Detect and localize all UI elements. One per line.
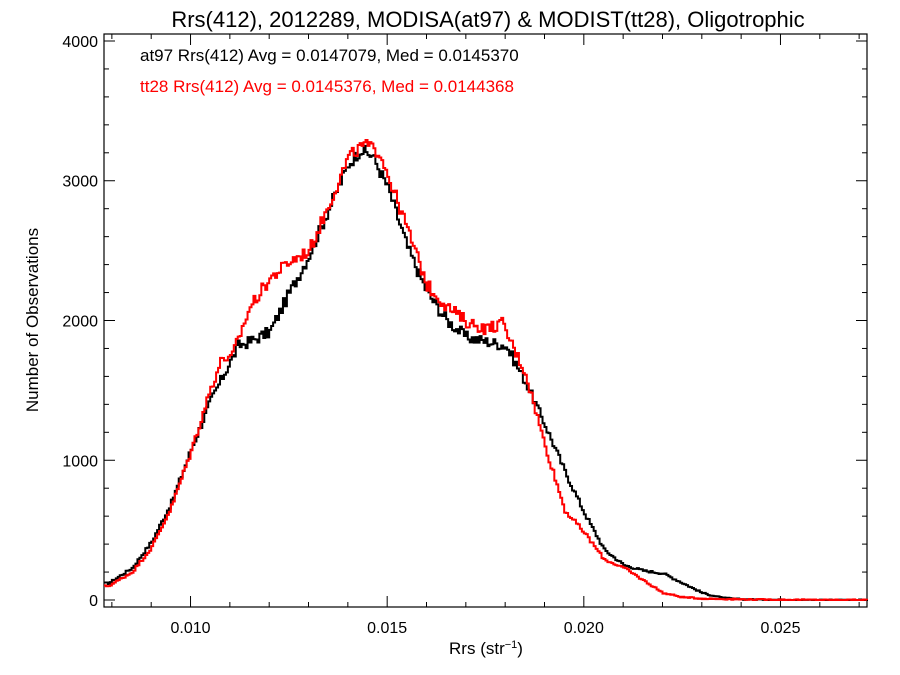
x-axis-label: Rrs (str−1)	[449, 639, 523, 658]
x-axis-label-main: Rrs (str	[449, 639, 505, 658]
x-tick-label: 0.010	[171, 620, 211, 637]
series-layer	[104, 138, 868, 602]
legend-annotation-tt28: tt28 Rrs(412) Avg = 0.0145376, Med = 0.0…	[140, 77, 514, 96]
plot-frame	[103, 33, 868, 608]
y-axis-label: Number of Observations	[23, 228, 42, 412]
y-tick-label: 0	[89, 593, 98, 610]
x-tick-label: 0.015	[367, 620, 407, 637]
x-axis-label-superscript: −1	[505, 639, 518, 651]
x-axis-label-close: )	[517, 639, 523, 658]
y-tick-label: 4000	[62, 34, 98, 51]
y-tick-label: 1000	[62, 453, 98, 470]
axis-ticks: 0.010 0.015 0.020 0.025 0 1000 2000 3000 4000	[62, 34, 867, 637]
plot-area-border	[103, 33, 868, 608]
series-tt28-line	[104, 138, 868, 602]
x-tick-label: 0.025	[760, 620, 800, 637]
y-tick-label: 3000	[62, 174, 98, 191]
legend-annotation-at97: at97 Rrs(412) Avg = 0.0147079, Med = 0.0…	[140, 46, 519, 65]
chart-title: Rrs(412), 2012289, MODISA(at97) & MODIST…	[171, 7, 804, 32]
x-tick-label: 0.020	[564, 620, 604, 637]
y-tick-label: 2000	[62, 314, 98, 331]
